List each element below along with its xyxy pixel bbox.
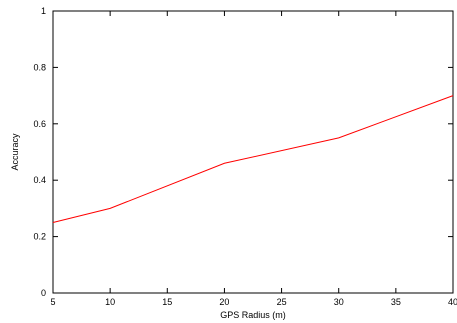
y-axis-label: Accuracy (10, 133, 20, 171)
x-tick-label: 20 (219, 297, 229, 307)
y-axis: 0 0.2 0.4 0.6 0.8 1 (33, 6, 453, 298)
series-line (52, 95, 454, 223)
y-tick-label: 0.8 (33, 62, 46, 72)
x-tick-label: 15 (162, 297, 172, 307)
series-group (52, 95, 454, 223)
x-tick-label: 30 (334, 297, 344, 307)
x-tick-label: 35 (391, 297, 401, 307)
y-tick-label: 0.4 (33, 175, 46, 185)
y-tick-label: 0.2 (33, 232, 46, 242)
y-tick-label: 0 (41, 288, 46, 298)
y-tick-label: 1 (41, 6, 46, 16)
x-tick-label: 40 (448, 297, 457, 307)
y-tick-label: 0.6 (33, 119, 46, 129)
x-tick-label: 5 (50, 297, 55, 307)
x-axis: 5 10 15 20 25 30 35 40 (50, 11, 457, 307)
x-tick-label: 10 (105, 297, 115, 307)
x-tick-label: 25 (277, 297, 287, 307)
x-axis-label: GPS Radius (m) (220, 310, 286, 320)
plot-frame (52, 10, 454, 294)
